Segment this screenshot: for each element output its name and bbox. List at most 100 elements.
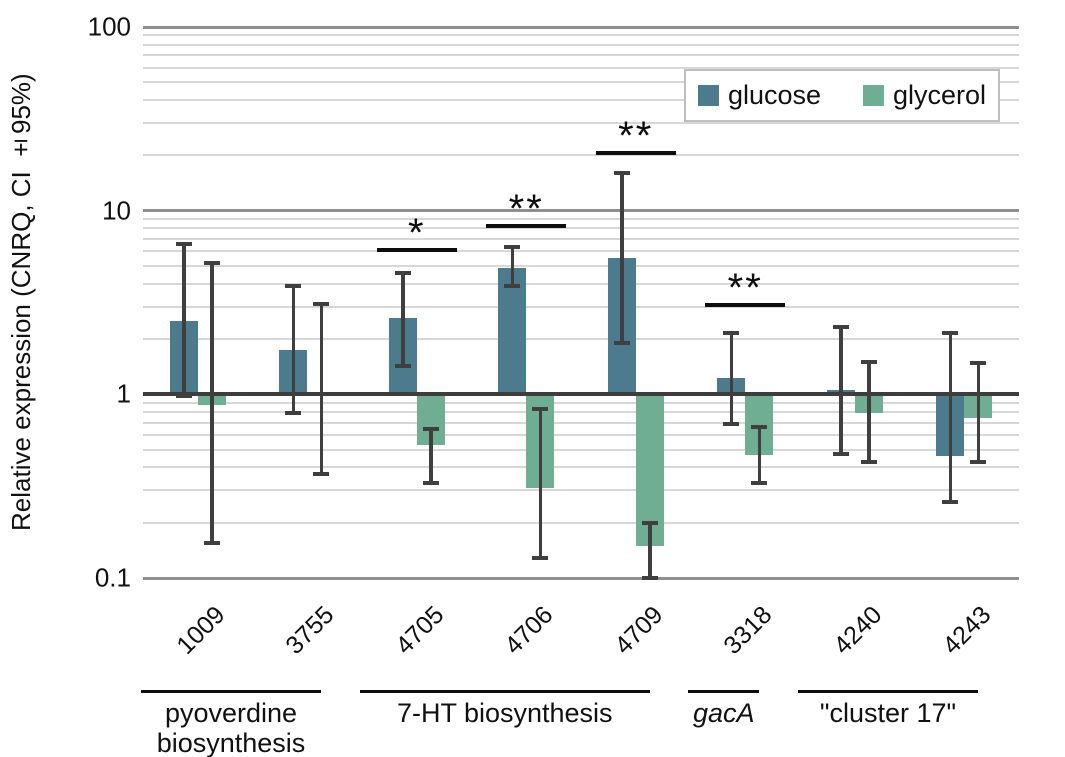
errorbar-glucose-4240 (839, 326, 843, 454)
errorbar-glucose-1009 (182, 243, 186, 396)
errorbar-glucose-4243 (948, 333, 952, 502)
legend-item-glucose: glucose (697, 80, 822, 111)
errorbar-glycerol-4243 (976, 363, 980, 462)
gridline-minor (143, 43, 1019, 46)
x-tick-label-4243: 4243 (937, 600, 997, 660)
gridline-minor (143, 99, 1019, 102)
gridline-minor (143, 489, 1019, 492)
group-label-2: gacA (692, 698, 755, 728)
legend-item-glycerol: glycerol (863, 80, 986, 111)
gridline-minor (143, 338, 1019, 341)
gridline-minor (143, 411, 1019, 414)
gridline-minor (143, 264, 1019, 267)
errorbar-cap-top-glucose-4706 (504, 244, 521, 249)
x-tick-label-4240: 4240 (828, 600, 888, 660)
errorbar-cap-bottom-glucose-4240 (832, 451, 849, 456)
gridline-minor (143, 421, 1019, 424)
errorbar-cap-top-glucose-4240 (832, 324, 849, 329)
sig-marker-3318: ** (727, 266, 763, 311)
legend-label-glycerol: glycerol (893, 80, 987, 110)
legend-swatch-glucose (697, 85, 719, 106)
group-label-0: pyoverdine biosynthesis (156, 698, 306, 757)
x-tick-label-3318: 3318 (718, 600, 778, 660)
errorbar-glycerol-3755 (319, 304, 323, 474)
errorbar-cap-bottom-glycerol-4706 (532, 556, 549, 561)
group-underline-2 (688, 690, 760, 693)
errorbar-cap-bottom-glycerol-4240 (860, 459, 877, 464)
gridline-minor (143, 122, 1019, 125)
gridline-minor (143, 250, 1019, 253)
gridline-minor (143, 448, 1019, 451)
gridline-minor (143, 401, 1019, 404)
gridline-major (143, 576, 1019, 580)
errorbar-glucose-4705 (401, 272, 405, 367)
errorbar-glycerol-4705 (429, 428, 433, 483)
sig-line-4705 (376, 248, 457, 253)
errorbar-cap-top-glycerol-4243 (970, 361, 987, 366)
gridline-minor (143, 154, 1019, 157)
errorbar-glucose-4706 (510, 246, 514, 286)
errorbar-glucose-3755 (291, 285, 295, 414)
gridline-major (143, 25, 1019, 29)
sig-marker-4705: * (407, 211, 426, 256)
errorbar-glycerol-1009 (210, 262, 214, 544)
errorbar-cap-bottom-glycerol-3755 (313, 471, 330, 476)
errorbar-cap-bottom-glucose-3318 (723, 421, 740, 426)
errorbar-cap-top-glucose-4243 (942, 331, 959, 336)
legend-label-glucose: glucose (727, 80, 822, 110)
gridline-minor (143, 466, 1019, 469)
errorbar-glycerol-4240 (867, 361, 871, 462)
errorbar-cap-top-glucose-3755 (285, 283, 302, 288)
gridline-minor (143, 218, 1019, 221)
group-label-3: "cluster 17" (819, 698, 957, 728)
errorbar-cap-bottom-glucose-4709 (613, 341, 630, 346)
y-axis-title: Relative expression (CNRQ, CI ±95%) (6, 73, 36, 532)
errorbar-cap-top-glycerol-3318 (751, 425, 768, 430)
errorbar-glycerol-3318 (757, 427, 761, 483)
errorbar-glycerol-4706 (538, 409, 542, 559)
legend-swatch-glycerol (863, 85, 885, 106)
gridline-minor (143, 227, 1019, 230)
y-tick-label-10: 10 (102, 195, 131, 226)
errorbar-cap-bottom-glucose-4706 (504, 283, 521, 288)
errorbar-cap-top-glycerol-4705 (422, 426, 439, 431)
errorbar-cap-top-glycerol-4709 (641, 520, 658, 525)
y-tick-label-1: 1 (116, 378, 131, 409)
errorbar-cap-bottom-glucose-4243 (942, 499, 959, 504)
gridline-minor (143, 34, 1019, 37)
errorbar-cap-bottom-glucose-3755 (285, 411, 302, 416)
gridline-minor (143, 282, 1019, 285)
gridline-minor (143, 66, 1019, 69)
errorbar-cap-top-glucose-4705 (394, 270, 411, 275)
x-tick-label-1009: 1009 (171, 600, 231, 660)
y-tick-label-100: 100 (87, 11, 131, 42)
errorbar-cap-top-glycerol-4706 (532, 407, 549, 412)
x-tick-label-4705: 4705 (390, 600, 450, 660)
errorbar-cap-bottom-glucose-4705 (394, 364, 411, 369)
sig-marker-4709: ** (618, 114, 654, 159)
errorbar-glycerol-4709 (648, 522, 652, 578)
group-underline-0 (140, 690, 322, 693)
gridline-minor (143, 238, 1019, 241)
sig-marker-4706: ** (508, 187, 544, 231)
bar-glycerol-4709 (635, 394, 664, 546)
y-tick-label-0.1: 0.1 (94, 562, 131, 593)
errorbar-cap-top-glucose-4709 (613, 171, 630, 176)
x-tick-label-4706: 4706 (499, 600, 559, 660)
sig-line-3318 (705, 303, 786, 308)
baseline-y1 (143, 392, 1019, 397)
errorbar-glucose-3318 (729, 333, 733, 424)
errorbar-cap-bottom-glycerol-1009 (203, 541, 220, 546)
bar-glucose-4706 (498, 267, 527, 395)
x-tick-label-3755: 3755 (280, 600, 340, 660)
errorbar-cap-bottom-glycerol-4705 (422, 480, 439, 485)
gridline-minor (143, 521, 1019, 524)
errorbar-cap-top-glucose-3318 (723, 331, 740, 336)
gridline-minor (143, 434, 1019, 437)
legend: glucose glycerol (684, 69, 1000, 122)
errorbar-glucose-4709 (620, 173, 624, 344)
gridline-minor (143, 81, 1019, 84)
errorbar-cap-top-glycerol-1009 (203, 260, 220, 265)
errorbar-cap-bottom-glycerol-3318 (751, 480, 768, 485)
